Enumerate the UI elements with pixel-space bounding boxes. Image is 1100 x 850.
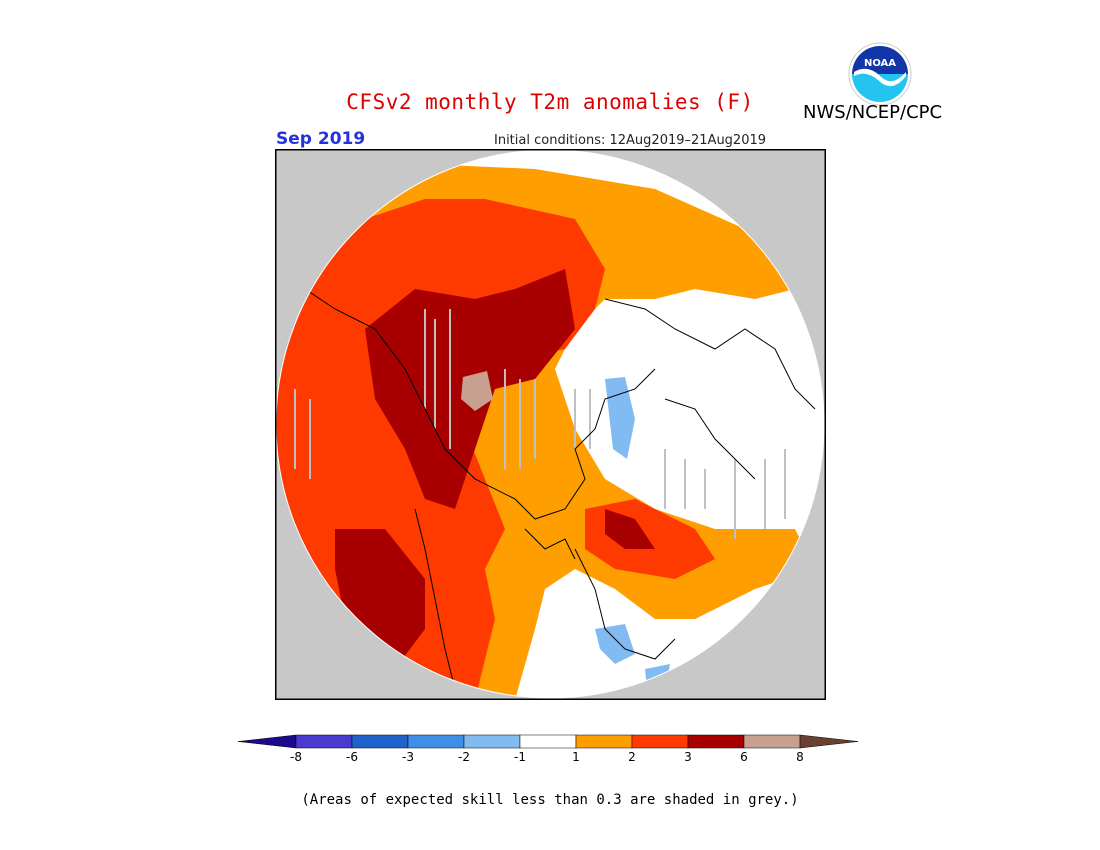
forecast-month: Sep 2019	[276, 129, 366, 149]
organization-label: NWS/NCEP/CPC	[803, 102, 943, 123]
legend-swatch	[743, 734, 801, 749]
legend-swatch	[407, 734, 465, 749]
legend-tick-label: -3	[402, 750, 414, 764]
legend-tick-label: 3	[684, 750, 692, 764]
legend-tick-label: -1	[514, 750, 526, 764]
map-frame	[275, 149, 826, 700]
legend-tick-label: 2	[628, 750, 636, 764]
map-title: CFSv2 monthly T2m anomalies (F)	[346, 90, 754, 114]
noaa-logo: NOAA	[848, 42, 912, 106]
legend-swatch	[687, 734, 745, 749]
legend-arrow-high	[799, 734, 859, 749]
initial-conditions: Initial conditions: 12Aug2019–21Aug2019	[494, 133, 767, 148]
legend-swatch	[519, 734, 577, 749]
low-skill-shading	[294, 309, 786, 539]
legend-tick-label: 8	[796, 750, 804, 764]
legend-swatch	[575, 734, 633, 749]
legend-tick-label: -8	[290, 750, 302, 764]
legend-tick-label: 6	[740, 750, 748, 764]
legend-swatch	[463, 734, 521, 749]
coastlines	[304, 288, 816, 690]
svg-text:NOAA: NOAA	[864, 58, 896, 69]
skill-footnote: (Areas of expected skill less than 0.3 a…	[301, 792, 799, 808]
polar-anomaly-map	[275, 149, 826, 700]
legend-tick-label: -2	[458, 750, 470, 764]
anomaly-field	[276, 150, 824, 698]
legend-tick-label: 1	[572, 750, 580, 764]
legend-swatch	[351, 734, 409, 749]
color-legend-bar	[238, 734, 859, 749]
legend-tick-label: -6	[346, 750, 358, 764]
legend-swatch	[631, 734, 689, 749]
legend-swatch	[295, 734, 353, 749]
legend-arrow-low	[238, 734, 297, 749]
